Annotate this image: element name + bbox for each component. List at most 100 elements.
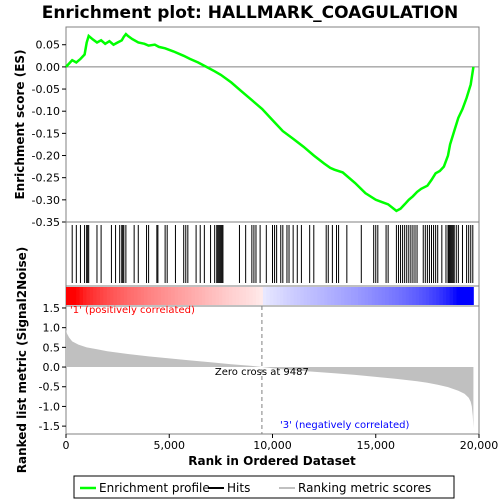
rank-bar-segment [89, 287, 94, 305]
rank-bar-segment [324, 287, 328, 305]
chart-title: Enrichment plot: HALLMARK_COAGULATION [42, 3, 459, 23]
legend-metric-label: Ranking metric scores [298, 481, 431, 495]
metric-ytick-label: -1.5 [39, 420, 60, 433]
rank-bar-segment [174, 287, 179, 305]
rank-bar-segment [283, 287, 288, 305]
metric-xticks: 0 5,000 10,000 15,000 20,000 [63, 434, 498, 452]
rank-bar-segment [276, 287, 281, 305]
rank-bar-segment [415, 287, 420, 305]
rank-bar-segment [446, 287, 451, 305]
rank-bar-segment [205, 287, 209, 305]
rank-bar-segment [198, 287, 203, 305]
rank-bar-segment [144, 287, 148, 305]
rank-bar-segment [211, 287, 216, 305]
metric-plot-area [65, 305, 480, 435]
metric-xtick-label: 5,000 [154, 439, 186, 452]
rank-bar-segment [425, 287, 430, 305]
rank-bar-segment [300, 287, 305, 305]
rank-bar-segment [66, 287, 70, 305]
rank-bar-segment [361, 287, 366, 305]
rank-bar-segment [388, 287, 393, 305]
es-ylabel: Enrichment score (ES) [13, 49, 27, 199]
rank-bar-segment [398, 287, 403, 305]
rank-bar-segment [252, 287, 257, 305]
metric-ytick-label: -0.5 [39, 381, 60, 394]
es-ytick-label: -0.25 [32, 172, 60, 185]
rank-bar-segment [184, 287, 189, 305]
rank-bar-segment [402, 287, 406, 305]
rank-bar-segment [79, 287, 84, 305]
rank-bar-segment [140, 287, 145, 305]
rank-bar-segment [82, 287, 87, 305]
metric-xtick-label: 10,000 [253, 439, 292, 452]
rank-bar-segment [371, 287, 376, 305]
rank-bar-segment [245, 287, 250, 305]
rank-bar-segment [259, 287, 264, 305]
es-yticks: 0.05 0.00 -0.05 -0.10 -0.15 -0.20 -0.25 -0.30 -0… [32, 39, 66, 229]
rank-bar-segment [313, 287, 318, 305]
es-ytick-label: -0.30 [32, 194, 60, 207]
metric-ytick-label: 1.0 [43, 322, 61, 335]
rank-bar-segment [296, 287, 301, 305]
rank-bar-segment [150, 287, 155, 305]
rank-bar-segment [354, 287, 359, 305]
es-ytick-label: -0.15 [32, 127, 60, 140]
rank-bar-segment [157, 287, 162, 305]
rank-bar-segment [419, 287, 423, 305]
rank-bar-segment [385, 287, 389, 305]
rank-bar-segment [463, 287, 468, 305]
rank-bar-segment [215, 287, 220, 305]
rank-bar-segment [405, 287, 410, 305]
rank-bar-segment [239, 287, 243, 305]
rank-bar-segment [391, 287, 396, 305]
rank-bar-segment [191, 287, 196, 305]
es-panel: 0.05 0.00 -0.05 -0.10 -0.15 -0.20 -0.25 -0.30 -0… [13, 26, 480, 229]
rank-bar-segment [137, 287, 142, 305]
rank-bar-segment [103, 287, 108, 305]
rank-bar-segment [307, 287, 311, 305]
legend-box [73, 475, 455, 499]
rank-color-bar [65, 285, 480, 307]
es-ytick-label: -0.05 [32, 83, 60, 96]
rank-bar-segment [303, 287, 308, 305]
rank-bar-segment [466, 287, 471, 305]
rank-bar-segment [449, 287, 454, 305]
rank-bar-segment [347, 287, 352, 305]
rank-bar-segment [279, 287, 284, 305]
rank-bar-segment [127, 287, 131, 305]
rank-bar-segment [334, 287, 339, 305]
rank-bar-segment [120, 287, 125, 305]
legend-enrichment-label: Enrichment profile [99, 481, 210, 495]
metric-xtick-label: 15,000 [357, 439, 396, 452]
rank-bar-segment [69, 287, 74, 305]
rank-bar-segment [374, 287, 379, 305]
rank-bar-segment [249, 287, 254, 305]
rank-bar-segment [201, 287, 206, 305]
rank-bar-segment [337, 287, 342, 305]
rank-bar-segment [123, 287, 128, 305]
rank-bar-segment [269, 287, 274, 305]
rank-bar-segment [412, 287, 417, 305]
rank-bar-segment [470, 287, 474, 305]
rank-bar-segment [456, 287, 461, 305]
zero-cross-annotation: Zero cross at 9487 [215, 367, 309, 378]
rank-bar-segment [364, 287, 369, 305]
rank-bar-segment [93, 287, 97, 305]
rank-bar-segment [110, 287, 114, 305]
metric-ytick-label: 0.0 [43, 361, 61, 374]
es-ytick-label: -0.35 [32, 216, 60, 229]
metric-ytick-label: 0.5 [43, 341, 61, 354]
rank-bar-segment [290, 287, 294, 305]
rank-bar-segment [310, 287, 315, 305]
es-ytick-label: -0.20 [32, 150, 60, 163]
rank-bar-segment [222, 287, 226, 305]
rank-bar-segment [147, 287, 152, 305]
metric-xtick-label: 0 [63, 439, 70, 452]
rank-bar-segment [164, 287, 169, 305]
metric-ylabel: Ranked list metric (Signal2Noise) [15, 247, 29, 474]
rank-bar-segment [293, 287, 298, 305]
hits-panel [65, 221, 480, 287]
rank-bar-segment [459, 287, 464, 305]
